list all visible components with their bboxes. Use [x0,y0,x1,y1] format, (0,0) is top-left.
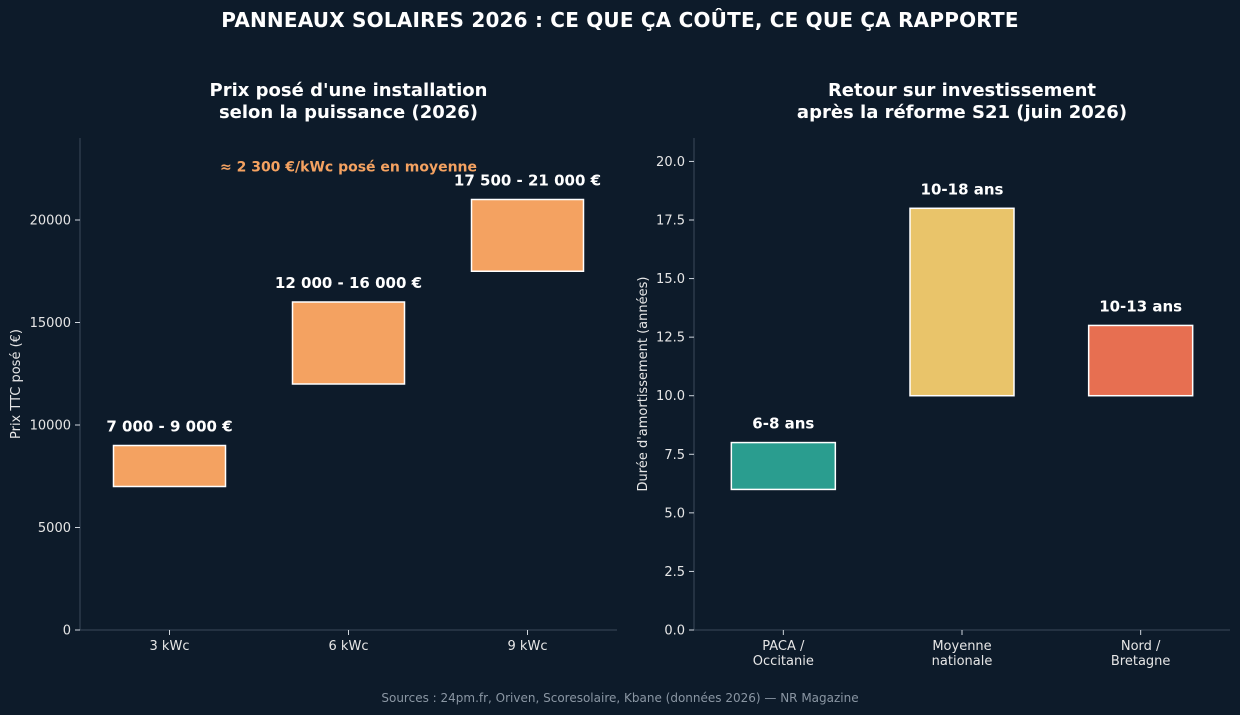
payback-bar [730,441,837,491]
left-chart-title-line-2: selon la puissance (2026) [218,102,479,123]
right-chart-title-line-1: Retour sur investissement [827,80,1097,101]
payback-x-tick-label: Moyenne nationale [932,639,993,669]
payback-data-label: 6-8 ans [752,415,814,433]
payback-bar [1087,324,1194,397]
price-chart: 0 5000 10000 15000 20000 Prix TTC posé (€) 7 0… [9,138,617,654]
left-chart-title: Prix posé d'une installation selon la pu… [80,80,617,124]
payback-y-tick-label: 15.0 [656,272,685,287]
price-y-axis-label: Prix TTC posé (€) [9,329,24,439]
payback-chart: 0.0 2.5 5.0 7.5 10.0 12.5 15.0 17.5 20.0 Durée d'… [636,138,1230,669]
sources-footer: Sources : 24pm.fr, Oriven, Scoresolaire,… [381,691,859,705]
payback-y-tick-label: 12.5 [656,331,685,346]
payback-x-tick-label: Nord / Bretagne [1111,639,1171,669]
price-x-tick-label: 6 kWc [329,639,369,654]
price-y-tick-label: 0 [63,624,71,639]
payback-y-tick-label: 17.5 [656,214,685,229]
price-y-tick-label: 20000 [30,214,71,229]
price-data-label: 12 000 - 16 000 € [275,274,422,292]
payback-y-tick-label: 20.0 [656,155,685,170]
right-chart-title-line-2: après la réforme S21 (juin 2026) [796,102,1128,123]
payback-data-label: 10-13 ans [1099,297,1182,315]
right-chart-title: Retour sur investissement après la réfor… [694,80,1230,124]
price-y-tick-label: 10000 [30,419,71,434]
payback-y-tick-label: 10.0 [656,389,685,404]
price-bar [470,198,585,272]
payback-data-label: 10-18 ans [921,180,1004,198]
price-annotation: ≈ 2 300 €/kWc posé en moyenne [220,160,477,176]
price-data-label: 7 000 - 9 000 € [106,418,232,436]
price-x-tick-label: 3 kWc [150,639,190,654]
payback-y-tick-label: 5.0 [664,506,685,521]
payback-bar [909,207,1015,397]
price-y-tick-label: 15000 [30,316,71,331]
price-data-label: 17 500 - 21 000 € [454,172,601,190]
payback-y-tick-label: 0.0 [664,624,685,639]
payback-y-tick-label: 2.5 [664,565,685,580]
payback-y-tick-label: 7.5 [664,448,685,463]
left-chart-title-line-1: Prix posé d'une installation [209,80,488,101]
payback-y-axis-label: Durée d'amortissement (années) [636,277,651,492]
payback-x-tick-label: PACA / Occitanie [753,639,814,669]
price-x-tick-label: 9 kWc [508,639,548,654]
price-y-tick-label: 5000 [38,521,71,536]
main-title: PANNEAUX SOLAIRES 2026 : CE QUE ÇA COÛTE… [221,8,1019,32]
price-bar [112,444,227,488]
price-bar [291,301,406,385]
